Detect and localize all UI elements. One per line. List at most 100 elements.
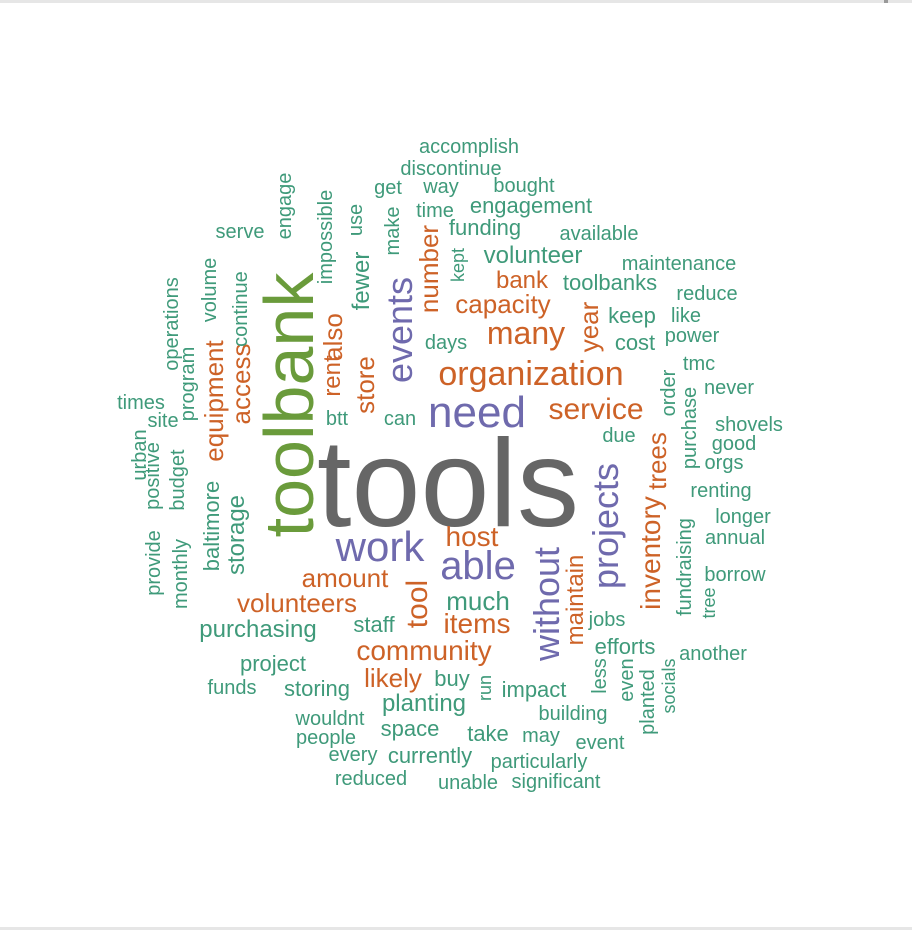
word-access: access	[226, 343, 256, 425]
word-storage: storage	[223, 494, 250, 576]
word-purchase: purchase	[679, 386, 701, 470]
word-store: store	[350, 356, 380, 414]
word-keep: keep	[608, 303, 656, 328]
word-planting: planting	[381, 690, 467, 717]
word-orgs: orgs	[704, 452, 744, 474]
word-need: need	[428, 388, 526, 437]
word-maintain: maintain	[562, 554, 589, 646]
word-buy: buy	[434, 666, 470, 691]
word-trees: trees	[642, 432, 672, 490]
word-storing: storing	[283, 676, 351, 701]
word-time: time	[416, 200, 454, 222]
word-many: many	[486, 315, 566, 351]
word-like: like	[670, 305, 702, 327]
word-community: community	[356, 635, 492, 666]
word-maintenance: maintenance	[621, 253, 737, 275]
word-event: event	[575, 732, 625, 754]
word-may: may	[522, 725, 560, 747]
word-particularly: particularly	[490, 751, 588, 773]
word-funds: funds	[207, 677, 257, 699]
word-amount: amount	[301, 563, 389, 593]
word-take: take	[467, 721, 509, 746]
word-able: able	[440, 544, 516, 588]
word-kept: kept	[448, 247, 468, 283]
word-budget: budget	[167, 449, 189, 511]
word-without: without	[526, 546, 567, 662]
word-can: can	[383, 408, 417, 430]
word-engage: engage	[274, 172, 296, 240]
word-year: year	[574, 301, 604, 353]
word-days: days	[424, 332, 468, 354]
word-events: events	[379, 276, 420, 384]
word-power: power	[664, 325, 720, 347]
word-annual: annual	[704, 527, 766, 549]
word-less: less	[589, 658, 611, 694]
word-cost: cost	[614, 330, 656, 355]
word-space: space	[380, 716, 440, 741]
word-host: host	[445, 521, 499, 552]
word-much: much	[446, 586, 510, 616]
word-building: building	[538, 703, 608, 725]
word-engagement: engagement	[469, 193, 593, 218]
word-volunteer: volunteer	[483, 242, 583, 269]
word-bought: bought	[493, 175, 555, 197]
word-btt: btt	[325, 408, 349, 430]
word-site: site	[147, 410, 179, 432]
word-projects: projects	[585, 462, 626, 590]
word-number: number	[414, 224, 444, 314]
word-toolbank: toolbank	[250, 272, 328, 538]
word-reduce: reduce	[676, 283, 738, 305]
word-tools: tools	[317, 415, 579, 553]
word-tool: tool	[401, 579, 434, 629]
word-capacity: capacity	[455, 289, 551, 319]
word-currently: currently	[387, 743, 473, 768]
word-never: never	[703, 377, 755, 399]
word-even: even	[616, 658, 638, 702]
word-volunteers: volunteers	[237, 588, 357, 618]
word-planted: planted	[637, 669, 659, 735]
word-program: program	[177, 346, 199, 422]
word-organization: organization	[438, 355, 624, 393]
word-bank: bank	[495, 267, 549, 294]
word-items: items	[443, 608, 511, 639]
word-run: run	[475, 674, 495, 702]
word-efforts: efforts	[594, 634, 656, 659]
word-accomplish: accomplish	[418, 136, 520, 158]
word-purchasing: purchasing	[199, 616, 317, 643]
word-volume: volume	[199, 257, 221, 323]
word-inventory: inventory	[635, 496, 666, 610]
word-fundraising: fundraising	[674, 518, 696, 616]
word-impact: impact	[501, 677, 567, 702]
word-provide: provide	[143, 530, 165, 596]
word-tmc: tmc	[682, 353, 716, 375]
word-shovels: shovels	[715, 414, 783, 436]
word-fewer: fewer	[348, 251, 375, 311]
word-monthly: monthly	[170, 538, 192, 610]
word-service: service	[548, 393, 644, 426]
word-serve: serve	[215, 221, 265, 243]
word-baltimore: baltimore	[199, 480, 224, 572]
window-bottom-border	[0, 927, 912, 930]
word-renting: renting	[690, 480, 752, 502]
word-good: good	[711, 433, 757, 455]
word-equipment: equipment	[199, 340, 229, 462]
word-available: available	[559, 223, 639, 245]
word-positive: positive	[142, 442, 164, 510]
word-discontinue: discontinue	[400, 158, 502, 180]
word-get: get	[374, 177, 402, 199]
window-corner-marker	[884, 0, 888, 3]
word-longer: longer	[715, 506, 771, 528]
word-continue: continue	[230, 271, 252, 347]
word-wouldnt: wouldnt	[295, 708, 365, 730]
word-times: times	[117, 392, 165, 414]
word-likely: likely	[364, 663, 422, 693]
word-use: use	[345, 203, 367, 237]
word-also: also	[318, 313, 348, 361]
window-top-border	[0, 0, 912, 3]
word-socials: socials	[659, 658, 679, 714]
word-people: people	[295, 727, 357, 749]
word-staff: staff	[353, 612, 395, 637]
word-work: work	[335, 523, 425, 570]
word-reduced: reduced	[334, 768, 408, 790]
